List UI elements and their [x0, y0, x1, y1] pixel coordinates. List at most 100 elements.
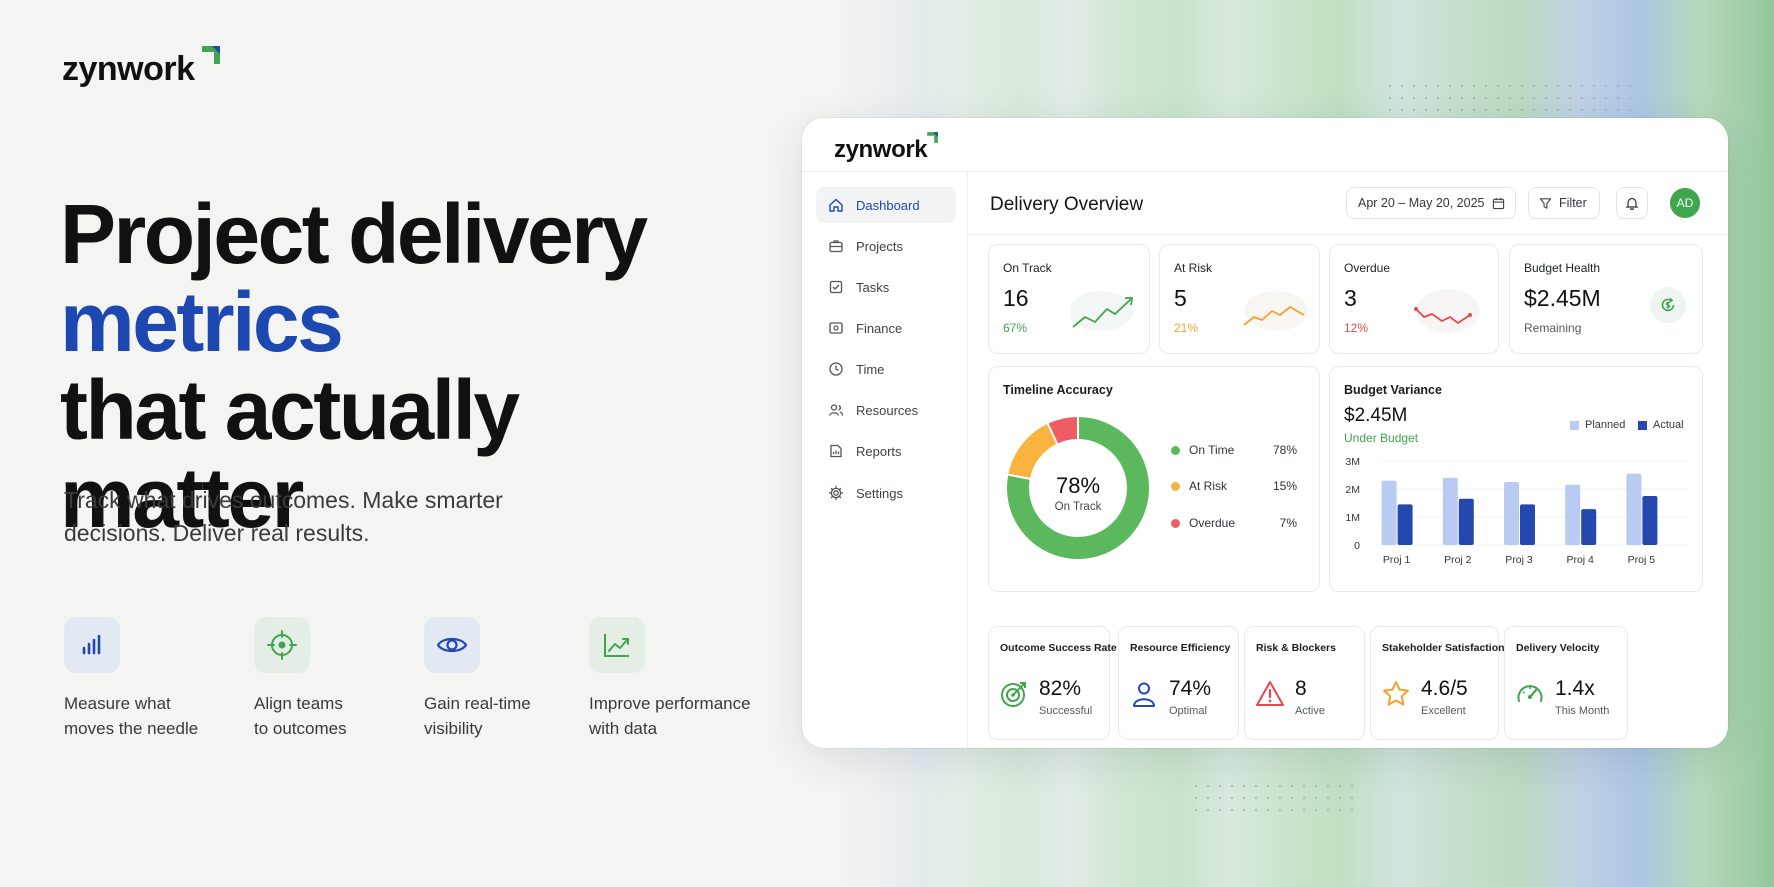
filter-label: Filter [1559, 196, 1587, 210]
legend-planned: Planned [1570, 419, 1625, 431]
header-divider [968, 234, 1728, 235]
donut-chart [1007, 416, 1149, 559]
filter-button[interactable]: Filter [1528, 187, 1600, 219]
legend-swatch [1570, 420, 1579, 430]
page-title: Delivery Overview [990, 194, 1144, 215]
metric-card-stakeholder: Stakeholder Satisfaction 4.6/5 Excellent [1370, 626, 1505, 740]
stat-value: $2.45M [1524, 285, 1601, 311]
legend-at-risk: At Risk 15% [1171, 479, 1297, 493]
metric-label: Delivery Velocity [1516, 642, 1600, 654]
avatar[interactable]: AD [1670, 188, 1700, 218]
sidebar-item-finance[interactable]: Finance [816, 310, 956, 346]
budget-amount: $2.45M [1344, 405, 1408, 426]
target-arrow-icon [1001, 682, 1026, 707]
metric-sub: This Month [1555, 705, 1610, 717]
hero-subtitle: Track what drives outcomes. Make smarter… [64, 487, 503, 546]
stat-sub: Remaining [1524, 321, 1582, 335]
metric-card-resource: Resource Efficiency 74% Optimal [1118, 626, 1239, 740]
sidebar-item-projects[interactable]: Projects [816, 228, 956, 264]
feature-label: Improve performance with data [589, 694, 751, 738]
feature-list: Measure what moves the needle Align team… [64, 617, 784, 747]
metric-sub: Successful [1039, 705, 1093, 717]
notifications-button[interactable] [1616, 187, 1648, 219]
wallet-icon [829, 322, 843, 334]
sidebar-item-label: Projects [856, 238, 903, 254]
calendar-icon [1493, 197, 1505, 209]
donut-center-value: 78% [1055, 473, 1101, 498]
dashboard-brand: zynwork [834, 132, 938, 164]
main-content: Delivery Overview Apr 20 – May 20, 2025 … [968, 172, 1728, 748]
brand-logo: zynwork [62, 46, 220, 89]
refresh-dollar-icon [1650, 287, 1686, 323]
date-range-label: Apr 20 – May 20, 2025 [1358, 196, 1485, 210]
legend-dot [1171, 445, 1180, 455]
bar-planned-2 [1442, 477, 1458, 545]
sidebar-item-tasks[interactable]: Tasks [816, 269, 956, 305]
headline-line-1: Project delivery [60, 187, 648, 281]
sidebar-item-dashboard[interactable]: Dashboard [816, 187, 956, 223]
brand-arrow-icon [202, 46, 220, 64]
metric-value: 82% [1039, 677, 1082, 700]
home-icon [829, 198, 843, 212]
x-tick-label: Proj 1 [1383, 554, 1411, 566]
feature-performance: Improve performance with data [589, 617, 751, 741]
legend-label: Actual [1653, 419, 1684, 431]
warning-icon [1256, 681, 1284, 706]
sparkline-up [1071, 291, 1134, 331]
budget-title: Budget Variance [1344, 383, 1442, 397]
donut-slice-overdue [1047, 417, 1079, 444]
legend-value: 15% [1272, 479, 1297, 493]
metric-label: Risk & Blockers [1256, 642, 1336, 654]
feature-label: Align teams to outcomes [254, 694, 347, 738]
bar-planned-3 [1504, 482, 1519, 545]
y-tick-label: 0 [1354, 540, 1360, 552]
dashboard-topbar: zynwork [802, 118, 1728, 172]
metric-card-velocity: Delivery Velocity 1.4x This Month [1504, 626, 1628, 740]
target-icon [254, 617, 310, 673]
sidebar-item-label: Resources [856, 402, 919, 418]
headline-accent: metrics [60, 275, 344, 369]
person-icon [1133, 682, 1155, 707]
stat-percent: 21% [1174, 321, 1199, 335]
metric-value: 8 [1295, 677, 1307, 700]
donut-slice-at-risk [1008, 423, 1058, 480]
stat-value: 3 [1344, 285, 1357, 311]
budget-status: Under Budget [1344, 431, 1419, 445]
metric-card-risk: Risk & Blockers 8 Active [1244, 626, 1365, 740]
sidebar-item-resources[interactable]: Resources [816, 392, 956, 428]
budget-variance-card: Budget Variance $2.45M Under Budget Plan… [1329, 366, 1703, 592]
bar-chart-icon [64, 617, 120, 673]
budget-bar-chart: 0 1M 2M 3M Proj 1 Proj 2 Proj 3 Proj 4 Proj 5 [1345, 456, 1688, 566]
legend-actual: Actual [1638, 419, 1684, 431]
donut-slice-on-time [1007, 417, 1149, 559]
eye-icon [424, 617, 480, 673]
bar-actual-4 [1581, 509, 1597, 545]
sidebar-item-reports[interactable]: Reports [816, 433, 956, 469]
dashboard-brand-name: zynwork [834, 136, 928, 163]
brand-arrow-icon [927, 132, 938, 143]
metric-value: 74% [1169, 677, 1212, 700]
stat-label: On Track [1003, 261, 1052, 275]
metric-label: Outcome Success Rate [1000, 642, 1117, 654]
stat-card-at-risk: At Risk 5 21% [1159, 244, 1320, 354]
legend-label: At Risk [1189, 479, 1228, 493]
bar-actual-5 [1642, 496, 1658, 545]
sidebar-item-settings[interactable]: Settings [816, 475, 956, 511]
feature-label: Gain real-time visibility [424, 694, 531, 738]
legend-value: 78% [1272, 443, 1297, 457]
brand-name: zynwork [62, 50, 195, 88]
stat-card-budget-health: Budget Health $2.45M Remaining [1509, 244, 1703, 354]
metric-value: 4.6/5 [1421, 677, 1468, 700]
metric-sub: Active [1295, 705, 1325, 717]
sidebar-item-label: Settings [856, 485, 903, 501]
x-tick-label: Proj 3 [1505, 554, 1533, 566]
dot-pattern-bottom [1190, 780, 1360, 820]
stat-card-on-track: On Track 16 67% [988, 244, 1150, 354]
sidebar-item-time[interactable]: Time [816, 351, 956, 387]
date-range-picker[interactable]: Apr 20 – May 20, 2025 [1346, 187, 1516, 219]
users-icon [828, 404, 844, 416]
sidebar-item-label: Dashboard [856, 197, 920, 213]
bar-actual-3 [1520, 504, 1535, 545]
legend-swatch [1638, 420, 1647, 430]
legend-dot [1171, 518, 1180, 528]
